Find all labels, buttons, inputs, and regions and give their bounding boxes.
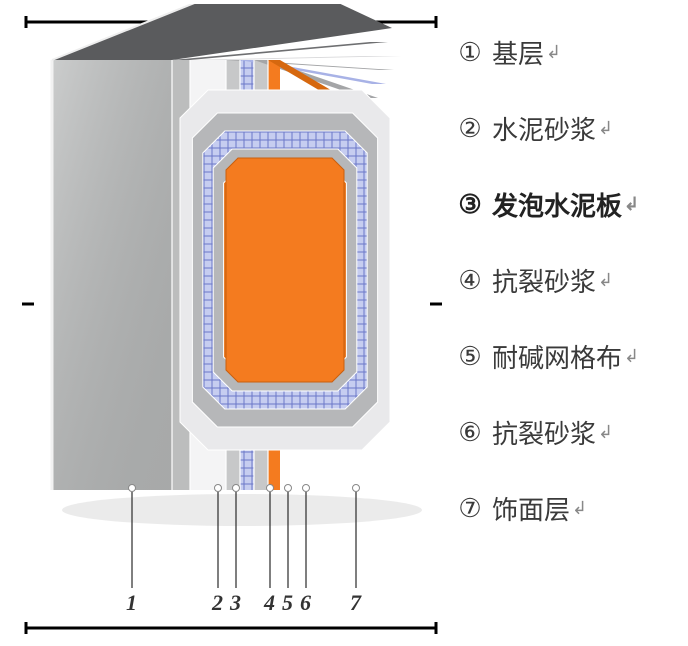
leader-number: 7 xyxy=(350,590,361,616)
legend-item-3: ③发泡水泥板↲ xyxy=(454,166,684,242)
legend-number: ⑥ xyxy=(454,417,486,448)
return-glyph: ↲ xyxy=(598,270,613,291)
legend-item-1: ①基层↲ xyxy=(454,14,684,90)
return-glyph: ↲ xyxy=(624,346,639,367)
legend-number: ⑦ xyxy=(454,493,486,524)
leader-number: 4 xyxy=(264,590,275,616)
legend-item-6: ⑥抗裂砂浆↲ xyxy=(454,394,684,470)
legend-item-2: ②水泥砂浆↲ xyxy=(454,90,684,166)
legend-label: 耐碱网格布 xyxy=(492,338,622,375)
legend-label: 抗裂砂浆 xyxy=(492,414,596,451)
legend-number: ① xyxy=(454,37,486,68)
leader-number: 6 xyxy=(300,590,311,616)
legend-label: 抗裂砂浆 xyxy=(492,262,596,299)
legend-label: 饰面层 xyxy=(492,490,570,527)
leader-number: 3 xyxy=(230,590,241,616)
legend-number: ② xyxy=(454,113,486,144)
legend-label: 发泡水泥板 xyxy=(492,186,622,223)
return-glyph: ↲ xyxy=(598,118,613,139)
return-glyph: ↲ xyxy=(624,194,639,215)
legend-label: 基层 xyxy=(492,34,544,71)
legend-number: ③ xyxy=(454,189,486,220)
leader-number: 1 xyxy=(126,590,137,616)
legend-item-5: ⑤耐碱网格布↲ xyxy=(454,318,684,394)
legend: ①基层↲②水泥砂浆↲③发泡水泥板↲④抗裂砂浆↲⑤耐碱网格布↲⑥抗裂砂浆↲⑦饰面层… xyxy=(454,14,684,546)
diagram-stage: 1234567 ①基层↲②水泥砂浆↲③发泡水泥板↲④抗裂砂浆↲⑤耐碱网格布↲⑥抗… xyxy=(4,4,684,642)
return-glyph: ↲ xyxy=(572,498,587,519)
legend-item-4: ④抗裂砂浆↲ xyxy=(454,242,684,318)
return-glyph: ↲ xyxy=(598,422,613,443)
legend-item-7: ⑦饰面层↲ xyxy=(454,470,684,546)
leader-number: 2 xyxy=(212,590,223,616)
legend-number: ④ xyxy=(454,265,486,296)
legend-number: ⑤ xyxy=(454,341,486,372)
leader-number: 5 xyxy=(282,590,293,616)
leader-lines xyxy=(4,4,444,624)
return-glyph: ↲ xyxy=(546,42,561,63)
legend-label: 水泥砂浆 xyxy=(492,110,596,147)
